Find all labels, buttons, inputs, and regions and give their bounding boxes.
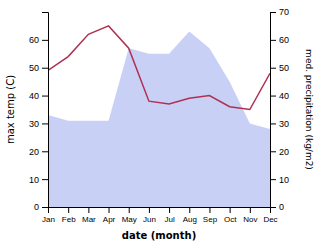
tick: 40 bbox=[270, 91, 289, 101]
tick: Jan bbox=[42, 207, 55, 224]
tick: Feb bbox=[62, 207, 76, 224]
tick-label: 10 bbox=[29, 175, 39, 185]
tick-label: Feb bbox=[62, 215, 76, 224]
tick-mark bbox=[189, 207, 190, 213]
tick: 60 bbox=[270, 35, 289, 45]
tick: 10 bbox=[270, 175, 289, 185]
plot: JanFebMarAprMayJunJulAugSepOctNovDec0102… bbox=[5, 7, 314, 241]
tick: Oct bbox=[224, 207, 237, 224]
tick: May bbox=[122, 207, 137, 224]
chart: JanFebMarAprMayJunJulAugSepOctNovDec0102… bbox=[0, 0, 318, 247]
tick-mark bbox=[42, 207, 48, 208]
tick-mark bbox=[209, 207, 210, 213]
y-axis-title: max temp (C) bbox=[5, 75, 16, 144]
tick-mark bbox=[250, 207, 251, 213]
tick: 60 bbox=[29, 35, 48, 45]
tick-label: 0 bbox=[34, 202, 39, 212]
tick: 70 bbox=[270, 7, 289, 17]
tick-label: 0 bbox=[279, 202, 284, 212]
tick: 50 bbox=[270, 63, 289, 73]
tick: Jul bbox=[164, 207, 174, 224]
tick: Aug bbox=[183, 207, 197, 224]
tick-label: Aug bbox=[183, 215, 197, 224]
tick-mark bbox=[42, 151, 48, 152]
tick: Apr bbox=[103, 207, 116, 224]
axis-line bbox=[42, 13, 49, 208]
tick-label: 10 bbox=[279, 175, 289, 185]
tick-mark bbox=[68, 207, 69, 213]
tick: 50 bbox=[29, 63, 48, 73]
tick-label: 50 bbox=[29, 63, 39, 73]
tick: Nov bbox=[243, 207, 257, 224]
tick-label: Jul bbox=[164, 215, 174, 224]
tick: 20 bbox=[29, 147, 48, 157]
tick-label: 60 bbox=[29, 35, 39, 45]
tick: 0 bbox=[270, 202, 284, 212]
tick-label: May bbox=[122, 215, 137, 224]
tick-mark bbox=[270, 12, 276, 13]
y2-axis-title: med. precipitation (kg/m2) bbox=[304, 49, 314, 170]
tick-label: 70 bbox=[279, 7, 289, 17]
tick-mark bbox=[129, 207, 130, 213]
tick-label: 40 bbox=[279, 91, 289, 101]
tick: 30 bbox=[29, 119, 48, 129]
tick-mark bbox=[42, 68, 48, 69]
marks bbox=[48, 26, 270, 207]
tick-mark bbox=[42, 40, 48, 41]
area bbox=[48, 32, 270, 208]
tick-label: Jan bbox=[42, 215, 55, 224]
tick-mark bbox=[270, 207, 276, 208]
tick: 10 bbox=[29, 175, 48, 185]
tick-label: 40 bbox=[29, 91, 39, 101]
y-axis: 0 10 20 30 40 50 60 bbox=[29, 13, 49, 213]
tick-mark bbox=[230, 207, 231, 213]
tick: 20 bbox=[270, 147, 289, 157]
axis-line bbox=[271, 13, 277, 208]
tick: 40 bbox=[29, 91, 48, 101]
axis-line bbox=[49, 208, 271, 214]
tick-label: Nov bbox=[243, 215, 257, 224]
tick: Jun bbox=[143, 207, 156, 224]
tick-mark bbox=[270, 96, 276, 97]
tick: 30 bbox=[270, 119, 289, 129]
tick-mark bbox=[42, 179, 48, 180]
y2-axis: 0 10 20 30 40 50 60 70 bbox=[270, 7, 289, 212]
tick-mark bbox=[149, 207, 150, 213]
tick-label: Oct bbox=[224, 215, 237, 224]
tick-label: 20 bbox=[29, 147, 39, 157]
tick-mark bbox=[270, 68, 276, 69]
tick-mark bbox=[270, 40, 276, 41]
tick-label: 20 bbox=[279, 147, 289, 157]
tick: Dec bbox=[263, 207, 277, 224]
tick-label: 50 bbox=[279, 63, 289, 73]
tick-mark bbox=[270, 151, 276, 152]
tick-label: Dec bbox=[263, 215, 277, 224]
x-axis: Jan Feb Mar Apr May Jun Jul Aug Sep Oct Nov Dec bbox=[42, 207, 278, 224]
tick: Sep bbox=[203, 207, 218, 224]
tick-label: Sep bbox=[203, 215, 218, 224]
line bbox=[48, 26, 270, 110]
tick-label: 30 bbox=[29, 119, 39, 129]
tick-label: 60 bbox=[279, 35, 289, 45]
tick: 0 bbox=[34, 202, 48, 212]
tick-mark bbox=[42, 96, 48, 97]
tick: Mar bbox=[82, 207, 96, 224]
tick-label: Apr bbox=[103, 215, 116, 224]
tick-label: 30 bbox=[279, 119, 289, 129]
x-axis-title: date (month) bbox=[122, 230, 196, 241]
tick-mark bbox=[42, 123, 48, 124]
tick-label: Mar bbox=[82, 215, 96, 224]
tick-mark bbox=[169, 207, 170, 213]
tick-label: Jun bbox=[143, 215, 156, 224]
tick-mark bbox=[270, 179, 276, 180]
tick-mark bbox=[88, 207, 89, 213]
tick-mark bbox=[270, 123, 276, 124]
tick-mark bbox=[109, 207, 110, 213]
